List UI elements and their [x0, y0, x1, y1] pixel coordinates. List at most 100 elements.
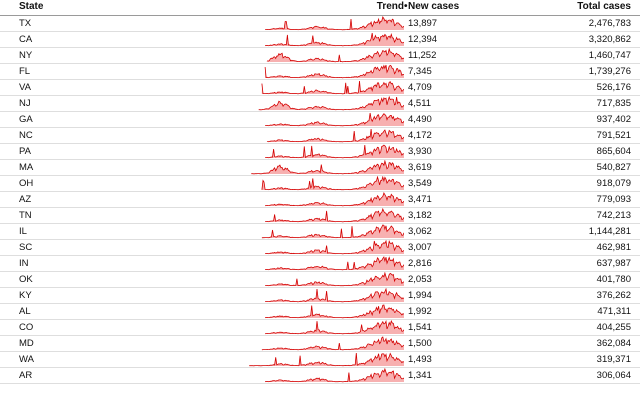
- sparkline-chart: [261, 80, 404, 95]
- sparkline-area: [265, 17, 404, 30]
- trend-sparkline: [246, 224, 404, 239]
- sparkline-line: [264, 64, 404, 79]
- state-cell: TX: [19, 18, 32, 29]
- new-cases-cell: 3,471: [408, 194, 432, 205]
- sparkline-area: [265, 273, 404, 286]
- new-cases-cell: 4,511: [408, 98, 432, 109]
- trend-sparkline: [246, 16, 404, 31]
- trend-sparkline: [246, 192, 404, 207]
- table-row[interactable]: NJ 4,511 717,835: [0, 96, 640, 112]
- table-row[interactable]: VA 4,709 526,176: [0, 80, 640, 96]
- state-cell: NC: [19, 130, 33, 141]
- state-cell: AR: [19, 370, 33, 381]
- total-cases-cell: 2,476,783: [588, 18, 631, 29]
- new-cases-cell: 11,252: [408, 50, 437, 61]
- table-row[interactable]: AR 1,341 306,064: [0, 368, 640, 384]
- table-row[interactable]: CO 1,541 404,255: [0, 320, 640, 336]
- state-cell: WA: [19, 354, 34, 365]
- total-cases-cell: 1,144,281: [588, 226, 631, 237]
- table-row[interactable]: IN 2,816 637,987: [0, 256, 640, 272]
- total-cases-cell: 717,835: [596, 98, 631, 109]
- table-row[interactable]: TX 13,897 2,476,783: [0, 16, 640, 32]
- table-row[interactable]: OH 3,549 918,079: [0, 176, 640, 192]
- sparkline-chart: [249, 352, 404, 367]
- table-row[interactable]: AZ 3,471 779,093: [0, 192, 640, 208]
- trend-sparkline: [246, 256, 404, 271]
- state-cell: OH: [19, 178, 34, 189]
- table-row[interactable]: AL 1,992 471,311: [0, 304, 640, 320]
- sparkline-chart: [265, 16, 404, 31]
- table-row[interactable]: WA 1,493 319,371: [0, 352, 640, 368]
- trend-sparkline: [246, 128, 404, 143]
- new-cases-cell: 2,816: [408, 258, 432, 269]
- trend-sparkline: [246, 64, 404, 79]
- total-cases-cell: 471,311: [597, 306, 631, 317]
- column-header-trend[interactable]: Trend: [376, 1, 404, 12]
- sparkline-line: [265, 192, 404, 207]
- new-cases-cell: 4,172: [408, 130, 432, 141]
- sparkline-chart: [258, 96, 404, 111]
- column-header-state[interactable]: State: [19, 1, 44, 12]
- trend-sparkline: [246, 48, 404, 63]
- sparkline-line: [265, 272, 404, 287]
- column-header-new-cases[interactable]: New cases: [408, 1, 460, 12]
- total-cases-cell: 540,827: [596, 162, 631, 173]
- sparkline-chart: [265, 272, 404, 287]
- table-row[interactable]: KY 1,994 376,262: [0, 288, 640, 304]
- new-cases-cell: 13,897: [408, 18, 438, 29]
- trend-sparkline: [246, 144, 404, 159]
- trend-sparkline: [246, 176, 404, 191]
- sparkline-area: [265, 321, 404, 334]
- state-cell: IL: [19, 226, 27, 237]
- new-cases-cell: 2,053: [408, 274, 432, 285]
- new-cases-cell: 7,345: [408, 66, 432, 77]
- table-row[interactable]: IL 3,062 1,144,281: [0, 224, 640, 240]
- sparkline-area: [266, 129, 404, 142]
- table-row[interactable]: TN 3,182 742,213: [0, 208, 640, 224]
- sparkline-area: [265, 305, 404, 318]
- table-row[interactable]: OK 2,053 401,780: [0, 272, 640, 288]
- sparkline-line: [265, 240, 404, 255]
- sparkline-chart: [266, 128, 404, 143]
- table-row[interactable]: FL 7,345 1,739,276: [0, 64, 640, 80]
- state-cell: TN: [19, 210, 32, 221]
- table-row[interactable]: MD 1,500 362,084: [0, 336, 640, 352]
- sparkline-line: [265, 368, 404, 383]
- column-header-total-cases[interactable]: Total cases: [577, 1, 631, 12]
- trend-sparkline: [246, 352, 404, 367]
- sparkline-area: [261, 177, 404, 190]
- sparkline-line: [265, 208, 404, 223]
- sparkline-line: [265, 32, 404, 47]
- sparkline-line: [265, 288, 404, 303]
- sparkline-line: [267, 128, 404, 143]
- sparkline-area: [261, 337, 404, 350]
- sparkline-line: [267, 48, 404, 63]
- table-row[interactable]: MA 3,619 540,827: [0, 160, 640, 176]
- table-row[interactable]: GA 4,490 937,402: [0, 112, 640, 128]
- sparkline-line: [265, 144, 404, 159]
- table-row[interactable]: NY 11,252 1,460,747: [0, 48, 640, 64]
- table-row[interactable]: PA 3,930 865,604: [0, 144, 640, 160]
- state-cell: VA: [19, 82, 31, 93]
- state-cell: FL: [19, 66, 31, 77]
- sparkline-area: [265, 145, 404, 158]
- new-cases-cell: 1,992: [408, 306, 432, 317]
- new-cases-cell: 3,619: [408, 162, 432, 173]
- table-row[interactable]: CA 12,394 3,320,862: [0, 32, 640, 48]
- table-row[interactable]: NC 4,172 791,521: [0, 128, 640, 144]
- new-cases-cell: 3,007: [408, 242, 432, 253]
- new-cases-cell: 12,394: [408, 34, 438, 45]
- trend-sparkline: [246, 304, 404, 319]
- table-row[interactable]: SC 3,007 462,981: [0, 240, 640, 256]
- sparkline-line: [265, 256, 404, 271]
- sparkline-line: [261, 224, 404, 239]
- sparkline-line: [261, 336, 404, 351]
- new-cases-cell: 3,182: [408, 210, 432, 221]
- trend-sparkline: [246, 288, 404, 303]
- sparkline-area: [261, 225, 404, 238]
- sparkline-area: [249, 353, 404, 366]
- sparkline-chart: [265, 32, 404, 47]
- trend-sparkline: [246, 96, 404, 111]
- trend-sparkline: [246, 160, 404, 175]
